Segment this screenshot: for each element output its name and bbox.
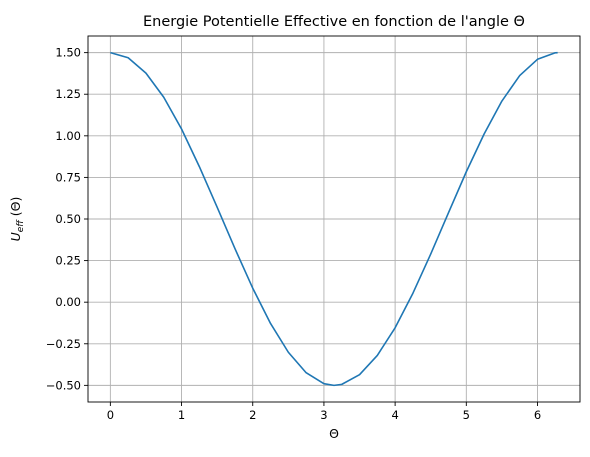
y-axis-label: Ueff (Θ) (8, 197, 26, 242)
y-axis-label-main: U (8, 232, 23, 241)
y-tick-label: 0.25 (55, 254, 81, 268)
chart-title: Energie Potentielle Effective en fonctio… (143, 14, 525, 30)
y-axis-label-subscript: eff (16, 219, 26, 233)
y-tick-label: 0.00 (55, 295, 81, 309)
y-tick-label: 1.00 (55, 129, 81, 143)
series-layer (110, 51, 558, 387)
y-tick-label: −0.50 (46, 378, 81, 392)
x-tick-label: 3 (320, 408, 327, 422)
x-tick-label: 5 (463, 408, 470, 422)
y-tick-label: −0.25 (46, 337, 81, 351)
x-tick-label: 0 (107, 408, 114, 422)
y-tick-label: 0.50 (55, 212, 81, 226)
y-tick-label: 1.50 (55, 46, 81, 60)
y-tick-label: 0.75 (55, 170, 81, 184)
x-tick-label: 1 (178, 408, 185, 422)
x-tick-label: 2 (249, 408, 256, 422)
y-axis-label-suffix: (Θ) (8, 197, 23, 221)
tick-layer: 0 1 2 3 4 5 6 −0.50 −0.25 0.00 0.25 0.50 0.75 1.00 1.2… (46, 46, 541, 422)
x-axis-label: Θ (329, 426, 339, 441)
series-line (110, 51, 558, 387)
grid (88, 36, 580, 402)
y-tick-label: 1.25 (55, 87, 81, 101)
x-tick-label: 6 (534, 408, 541, 422)
x-tick-label: 4 (391, 408, 398, 422)
